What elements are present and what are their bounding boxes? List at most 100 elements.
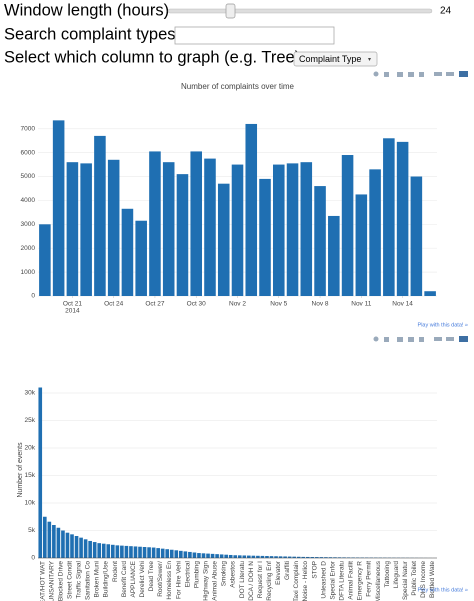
x-tick-label: Rodent [112,561,119,582]
column-label: Select which column to graph (e.g. Tree) [4,48,300,66]
pan-icon[interactable] [384,337,389,342]
zoomout-icon[interactable] [408,72,414,77]
bar [333,557,337,558]
x-tick-label: Building/Use [103,561,110,598]
x-tick-label: Asbestos [230,560,237,587]
x-tick-label: Lifeguard [393,561,400,588]
compare-icon[interactable] [446,72,454,76]
x-tick-label: Oct 24 [104,301,124,308]
x-tick-label: Request for I [257,561,264,598]
bar [183,551,188,558]
x-tick-label: Oct 27 [145,301,165,308]
bar [88,540,92,558]
zoom-icon[interactable] [373,71,379,77]
bar [245,123,258,296]
bar [80,163,92,296]
slider-track[interactable] [167,8,433,14]
x-tick-label: Traffic Signal [76,560,83,598]
x-tick-label: Tattooing [384,561,391,588]
bar [79,537,83,558]
y-tick-label: 1000 [21,269,36,276]
bar [83,539,88,558]
bar [160,548,165,558]
bar [269,556,274,558]
x-tick-label: DOT Literatu [239,561,246,598]
x-tick-label: Oct 30 [187,301,207,308]
plotly-icon[interactable] [459,71,468,77]
zoom-icon[interactable] [373,336,379,342]
bar [287,556,292,558]
y-tick-label: 30k [25,390,36,397]
compare-icon[interactable] [446,337,454,341]
x-tick-label: Emergency R [357,561,364,601]
modebar [373,336,468,342]
bar [61,530,65,558]
x-tick-label: Benefit Card [121,561,128,598]
bar [176,174,189,296]
bar [242,555,247,558]
bar [38,387,43,558]
y-tick-label: 3000 [21,221,36,228]
bar [265,556,269,558]
bar [210,553,215,558]
bar [215,554,219,558]
x-tick-label: Animal Facilit [348,561,355,600]
y-tick-label: 0 [31,555,35,562]
x-tick-label: Miscellaneous [375,560,382,601]
hover-icon[interactable] [434,337,442,341]
bar [204,158,216,296]
bar [147,547,151,558]
bar [97,543,102,558]
bar [324,557,328,558]
hover-icon[interactable] [434,72,442,76]
search-label: Search complaint types [4,25,176,43]
bar [65,532,70,558]
x-tick-label: Sanitation Co [85,561,92,600]
bar [328,557,333,558]
x-year-label: 2014 [65,308,80,315]
x-tick-label: Root/Sewer/ [157,561,164,597]
plotly-icon[interactable] [459,336,468,342]
bar [47,521,52,558]
reset-icon[interactable] [419,72,424,77]
zoomout-icon[interactable] [408,337,414,342]
slider-thumb[interactable] [225,3,236,19]
link[interactable]: Play with this data! » [418,587,468,593]
x-tick-label: Bottled Wate [429,561,436,598]
pan-icon[interactable] [384,72,389,77]
bar [52,120,65,296]
x-tick-label: For Hire Vehi [175,561,182,599]
bar [300,162,313,296]
x-tick-label: Animal Abuse [212,561,219,601]
x-tick-label: DCA / DOH N [248,561,255,601]
x-tick-label: Derelict Vehi [139,561,146,598]
column-select[interactable] [293,51,378,67]
bar [219,554,224,558]
search-input[interactable] [174,26,335,45]
bar [247,555,251,558]
x-tick-label: Oct 21 [63,301,83,308]
x-tick-label: Graffiti [284,561,291,580]
select-arrow [368,58,371,61]
bar [260,555,265,558]
zoomin-icon[interactable] [397,337,403,342]
bar [52,525,56,558]
zoomin-icon[interactable] [397,72,403,77]
bar [162,162,175,296]
link[interactable]: Play with this data! » [418,322,468,328]
x-tick-label: APPLIANCE [130,560,137,597]
bar [66,162,79,296]
bar [217,183,230,296]
x-tick-label: Highway Sign [202,561,209,601]
bar [106,544,111,558]
bar [165,549,170,558]
column-value: Complaint Type [299,54,361,64]
bar [156,548,160,558]
x-tick-label: Ferry Permit [366,561,373,597]
reset-icon[interactable] [419,337,424,342]
x-tick-label: Unleashed D [320,561,327,599]
x-tick-label: Plumbing [193,561,200,588]
y-tick-label: 5000 [21,173,36,180]
x-tick-label: Dead Tree [148,561,155,592]
bar [355,194,368,296]
